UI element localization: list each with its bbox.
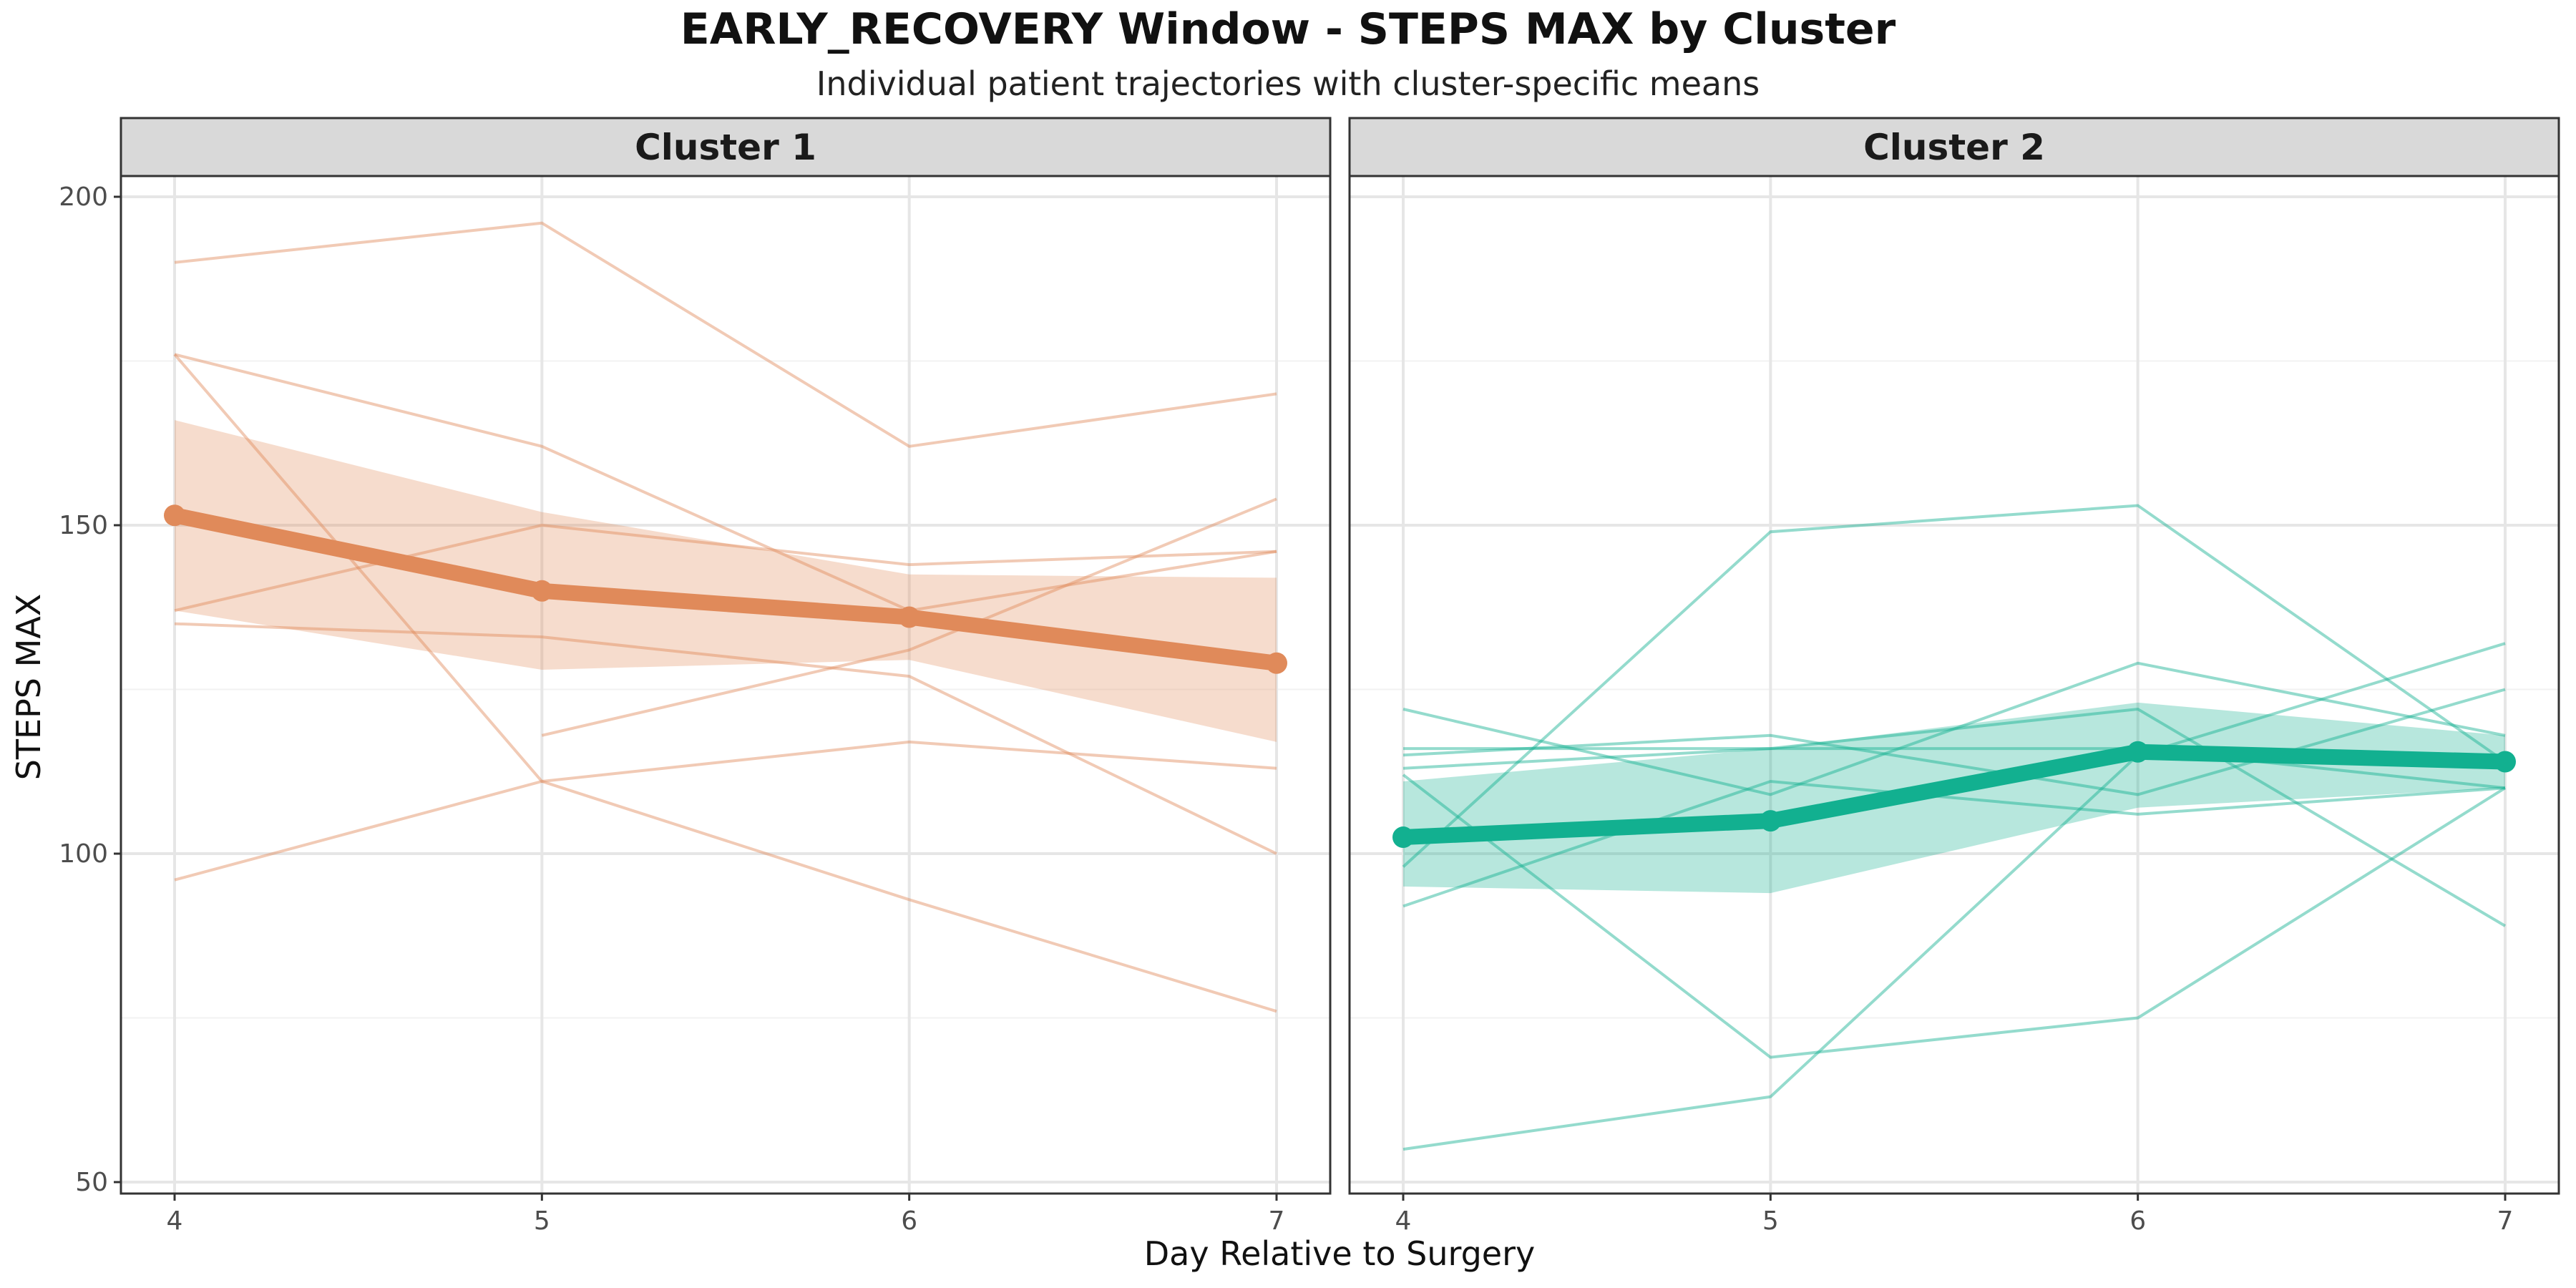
patient-trajectory-4: [1402, 707, 2507, 927]
y-tick-label: 50: [75, 1168, 108, 1197]
facet-strip-label: Cluster 1: [635, 127, 816, 168]
panel-background: [121, 176, 1330, 1194]
patient-trajectory-8: [1402, 642, 2506, 1151]
patient-trajectory-6: [174, 740, 1277, 882]
y-axis-title: STEPS MAX: [9, 594, 48, 781]
cluster-mean-point: [898, 606, 920, 628]
panel-1: Cluster 1 4 5 6 7 50 100 150 200: [59, 117, 1332, 1236]
cluster-mean-point: [2494, 751, 2516, 773]
cluster-mean-line: [1395, 743, 2513, 845]
cluster-mean-line: [167, 507, 1284, 671]
patient-trajectory-4: [174, 523, 1277, 613]
x-tick-label: 5: [534, 1206, 550, 1236]
cluster-mean-point: [1392, 826, 1414, 849]
patient-trajectory-1: [1402, 661, 2506, 796]
x-tick-label: 4: [1395, 1206, 1412, 1236]
panel-background: [1350, 176, 2559, 1194]
patient-trajectory-2: [174, 353, 1277, 613]
patient-trajectory-5: [174, 622, 1277, 855]
patient-trajectory-6: [1402, 504, 2507, 868]
cluster-mean-point: [164, 504, 185, 527]
y-tick-label: 200: [59, 182, 108, 212]
cluster-mean-point: [1760, 810, 1782, 832]
panel-2: Cluster 2 4 5 6 7: [1348, 117, 2560, 1236]
x-axis-title: Day Relative to Surgery: [1144, 1234, 1535, 1273]
cluster-mean-point: [531, 580, 553, 602]
chart-title: EARLY_RECOVERY Window - STEPS MAX by Clu…: [680, 4, 1896, 54]
x-tick-label: 7: [1269, 1206, 1285, 1236]
x-tick-label: 6: [2129, 1206, 2146, 1236]
y-tick-label: 150: [59, 511, 108, 540]
cluster-mean-point: [2127, 741, 2149, 763]
x-tick-label: 6: [901, 1206, 917, 1236]
patient-trajectory-7: [541, 497, 1277, 737]
cluster-mean-point: [1266, 652, 1287, 674]
x-tick-label: 7: [2497, 1206, 2514, 1236]
patient-trajectory-1: [174, 221, 1277, 448]
patient-trajectory-7: [1402, 779, 2506, 908]
patient-trajectory-3: [1402, 688, 2506, 796]
facet-strip: [119, 117, 1332, 177]
patient-trajectory-2: [1403, 747, 2506, 790]
mean-ribbon: [175, 420, 1277, 742]
x-tick-label: 4: [167, 1206, 183, 1236]
facet-strip-label: Cluster 2: [1863, 127, 2045, 168]
x-tick-label: 5: [1762, 1206, 1779, 1236]
patient-trajectory-3: [173, 353, 1277, 1013]
patient-trajectory-5: [1402, 774, 2507, 1059]
chart-subtitle: Individual patient trajectories with clu…: [816, 64, 1760, 103]
facet-strip: [1348, 117, 2560, 177]
panels: Cluster 1 4 5 6 7 50 100 150 200 Cluster 2 4 5 6 7: [59, 117, 2560, 1236]
y-tick-label: 100: [59, 839, 108, 869]
